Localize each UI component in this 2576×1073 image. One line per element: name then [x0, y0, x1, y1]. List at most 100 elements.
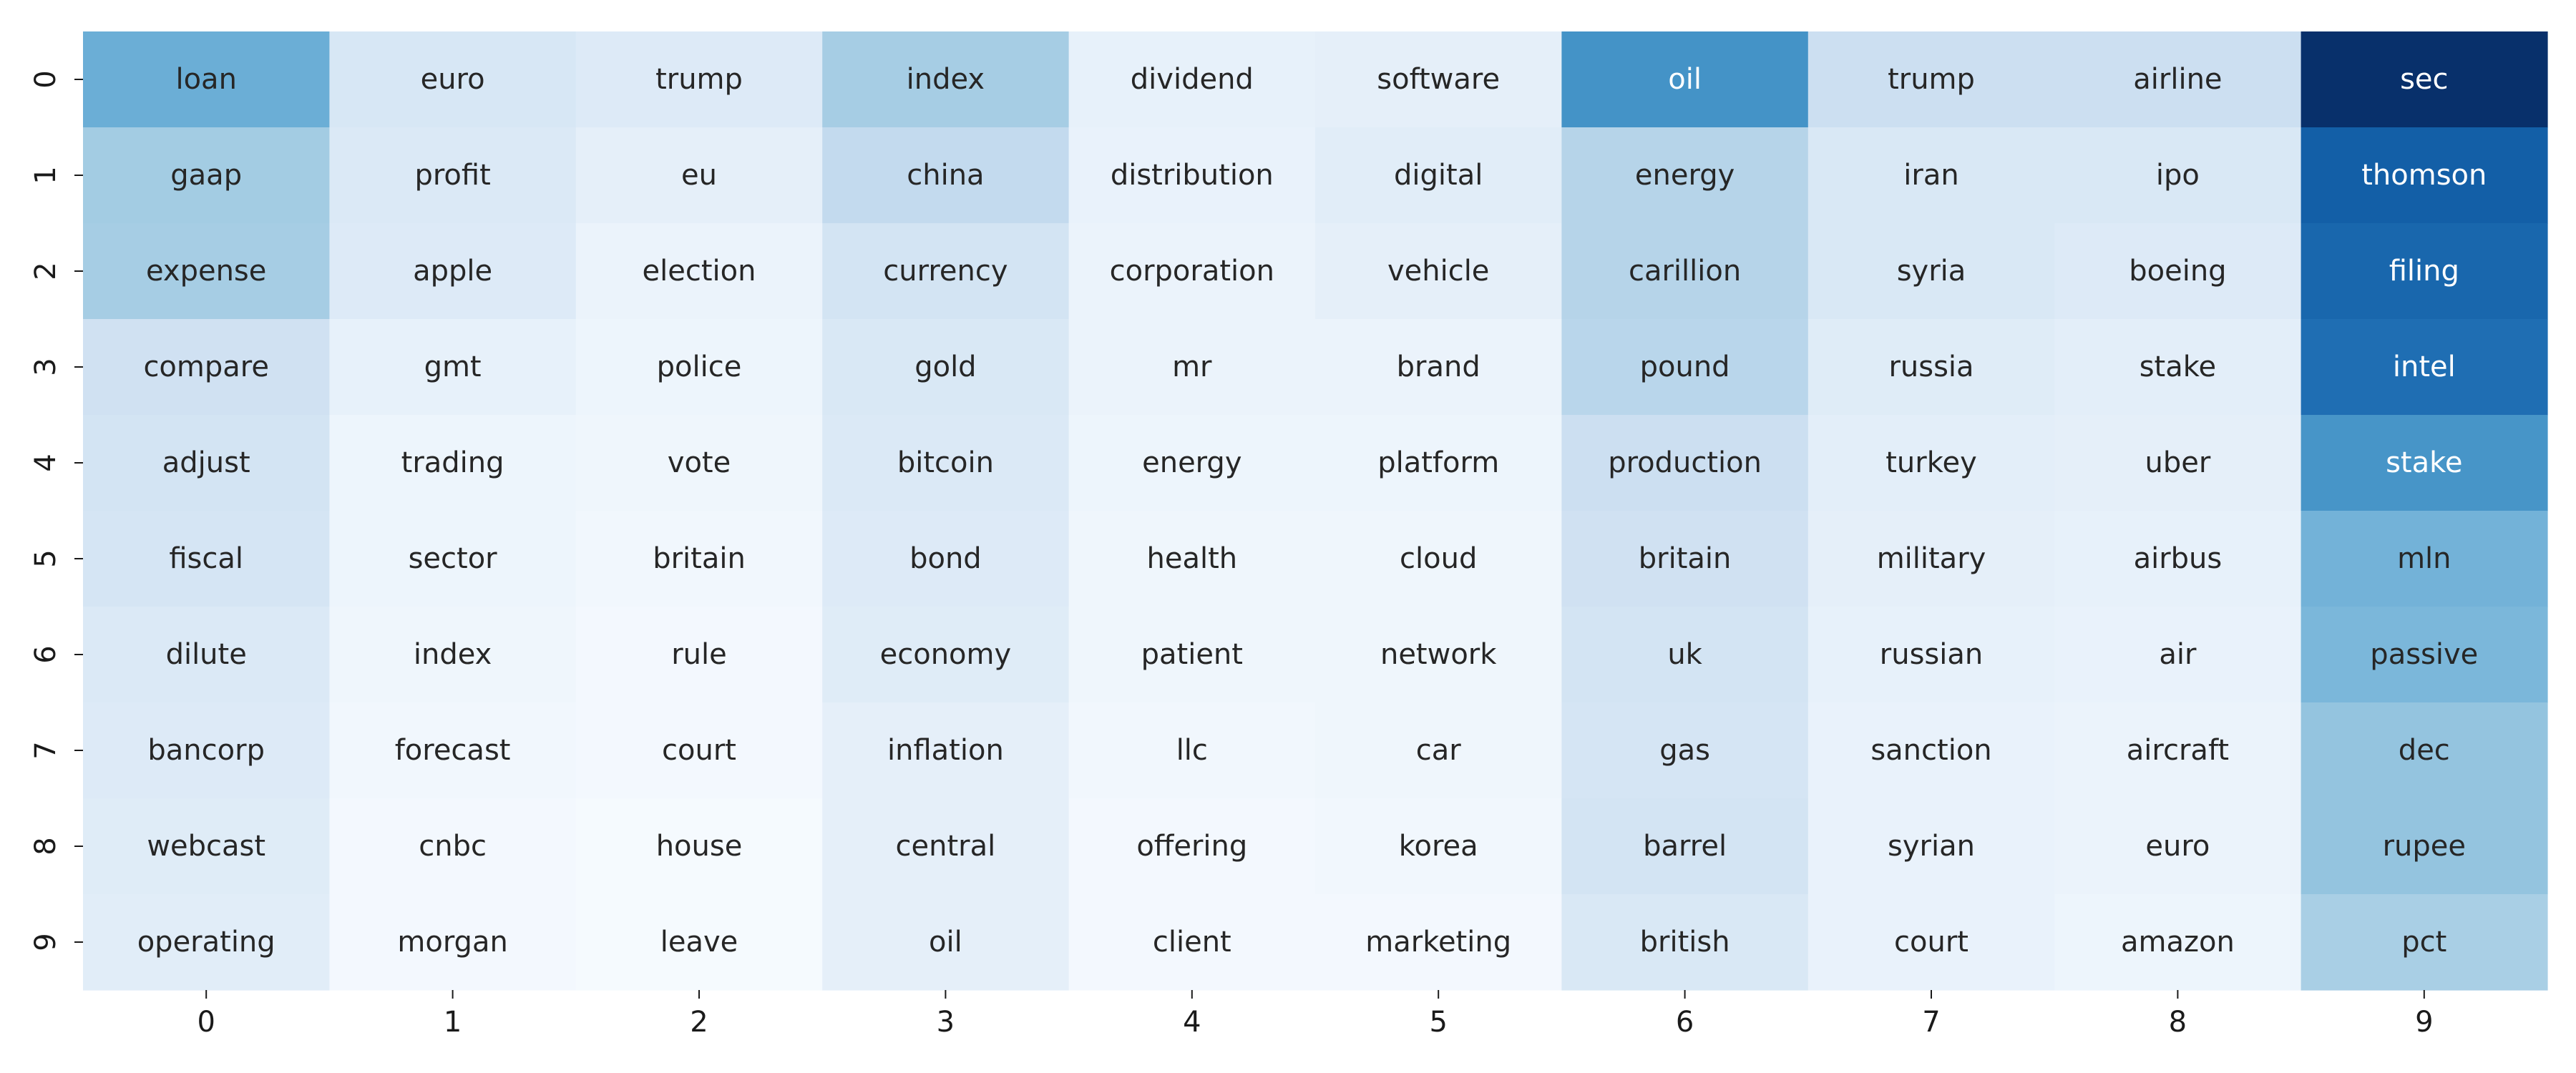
cell-label-2-9: filing: [2389, 255, 2459, 288]
cell-label-5-3: bond: [909, 542, 982, 575]
heatmap-cell-8-0: [83, 798, 330, 895]
cell-label-5-0: fiscal: [169, 542, 243, 575]
heatmap-cell-7-6: [1561, 702, 1809, 799]
heatmap-cell-0-1: [329, 31, 577, 128]
cell-label-1-1: profit: [414, 159, 490, 192]
heatmap-cell-0-5: [1315, 31, 1562, 128]
heatmap-cell-5-3: [822, 511, 1070, 607]
y-tick-label-0: 0: [29, 70, 62, 88]
cell-label-9-8: amazon: [2121, 926, 2235, 959]
heatmap-cell-7-9: [2301, 702, 2548, 799]
heatmap-cell-4-8: [2054, 415, 2302, 511]
cell-label-5-5: cloud: [1400, 542, 1477, 575]
cell-label-1-0: gaap: [170, 159, 242, 192]
heatmap-cell-6-3: [822, 607, 1070, 703]
heatmap-cell-5-8: [2054, 511, 2302, 607]
heatmap-cell-8-4: [1068, 798, 1316, 895]
heatmap-cell-2-4: [1068, 223, 1316, 320]
cell-label-4-3: bitcoin: [897, 446, 994, 479]
heatmap-cell-4-4: [1068, 415, 1316, 511]
y-tick-label-9: 9: [29, 933, 62, 951]
cell-label-4-7: turkey: [1885, 446, 1977, 479]
heatmap-cell-6-1: [329, 607, 577, 703]
x-tick-label-1: 1: [444, 1006, 462, 1039]
heatmap-cell-9-7: [1807, 894, 2055, 991]
cell-label-6-0: dilute: [166, 638, 247, 671]
heatmap-cell-2-2: [575, 223, 823, 320]
x-axis: 0 1 2 3 4 5 6 7 8 9: [197, 990, 2434, 1039]
heatmap-cell-6-0: [83, 607, 330, 703]
cell-label-6-5: network: [1380, 638, 1497, 671]
heatmap-cell-2-0: [83, 223, 330, 320]
cell-label-1-3: china: [907, 159, 984, 192]
heatmap-cell-7-3: [822, 702, 1070, 799]
heatmap-cell-0-2: [575, 31, 823, 128]
heatmap-cell-7-5: [1315, 702, 1562, 799]
cell-label-4-5: platform: [1377, 446, 1499, 479]
heatmap-cell-0-8: [2054, 31, 2302, 128]
cell-label-8-1: cnbc: [419, 830, 487, 863]
heatmap-cells: [83, 31, 2548, 991]
heatmap-cell-8-5: [1315, 798, 1562, 895]
heatmap-cell-9-8: [2054, 894, 2302, 991]
x-tick-label-3: 3: [937, 1006, 955, 1039]
heatmap-cell-5-5: [1315, 511, 1562, 607]
cell-label-3-2: police: [657, 351, 742, 383]
cell-label-2-8: boeing: [2129, 255, 2226, 288]
heatmap-cell-0-9: [2301, 31, 2548, 128]
heatmap-cell-1-5: [1315, 127, 1562, 224]
y-tick-label-8: 8: [29, 837, 62, 855]
heatmap-cell-6-8: [2054, 607, 2302, 703]
cell-label-2-4: corporation: [1110, 255, 1274, 288]
cell-label-0-4: dividend: [1131, 63, 1254, 96]
cell-label-7-3: inflation: [887, 734, 1004, 767]
cell-label-4-2: vote: [668, 446, 731, 479]
y-tick-label-2: 2: [29, 262, 62, 280]
heatmap-cell-6-5: [1315, 607, 1562, 703]
cell-label-7-5: car: [1416, 734, 1462, 767]
heatmap-cell-1-7: [1807, 127, 2055, 224]
cell-label-1-4: distribution: [1111, 159, 1274, 192]
heatmap-cell-5-4: [1068, 511, 1316, 607]
cell-label-4-0: adjust: [162, 446, 250, 479]
cell-label-0-2: trump: [655, 63, 743, 96]
cell-label-9-9: pct: [2401, 926, 2446, 959]
cell-label-4-1: trading: [401, 446, 504, 479]
cell-label-3-9: intel: [2393, 351, 2456, 383]
cell-label-6-2: rule: [671, 638, 727, 671]
cell-label-7-8: aircraft: [2127, 734, 2229, 767]
heatmap-cell-3-2: [575, 319, 823, 416]
heatmap-cell-5-0: [83, 511, 330, 607]
heatmap-cell-3-8: [2054, 319, 2302, 416]
cell-label-0-6: oil: [1668, 63, 1702, 96]
heatmap-cell-5-9: [2301, 511, 2548, 607]
heatmap-cell-1-9: [2301, 127, 2548, 224]
y-tick-label-3: 3: [29, 358, 62, 376]
cell-label-5-8: airbus: [2134, 542, 2223, 575]
heatmap-cell-1-6: [1561, 127, 1809, 224]
heatmap-cell-7-8: [2054, 702, 2302, 799]
heatmap-cell-2-1: [329, 223, 577, 320]
cell-label-7-2: court: [662, 734, 736, 767]
cell-label-2-3: currency: [883, 255, 1008, 288]
cell-label-5-6: britain: [1639, 542, 1732, 575]
cell-label-1-9: thomson: [2361, 159, 2487, 192]
heatmap-cell-8-9: [2301, 798, 2548, 895]
cell-label-9-6: british: [1640, 926, 1730, 959]
cell-label-6-7: russian: [1880, 638, 1983, 671]
cell-label-3-3: gold: [914, 351, 976, 383]
heatmap-cell-6-9: [2301, 607, 2548, 703]
heatmap-cell-4-0: [83, 415, 330, 511]
cell-label-3-1: gmt: [424, 351, 482, 383]
heatmap-cell-2-9: [2301, 223, 2548, 320]
cell-label-0-7: trump: [1888, 63, 1975, 96]
heatmap-cell-3-4: [1068, 319, 1316, 416]
cell-label-8-8: euro: [2145, 830, 2210, 863]
cell-label-6-4: patient: [1141, 638, 1243, 671]
heatmap-cell-8-7: [1807, 798, 2055, 895]
cell-label-8-5: korea: [1399, 830, 1478, 863]
heatmap-cell-7-4: [1068, 702, 1316, 799]
cell-label-7-4: llc: [1176, 734, 1208, 767]
cell-label-5-7: military: [1877, 542, 1986, 575]
